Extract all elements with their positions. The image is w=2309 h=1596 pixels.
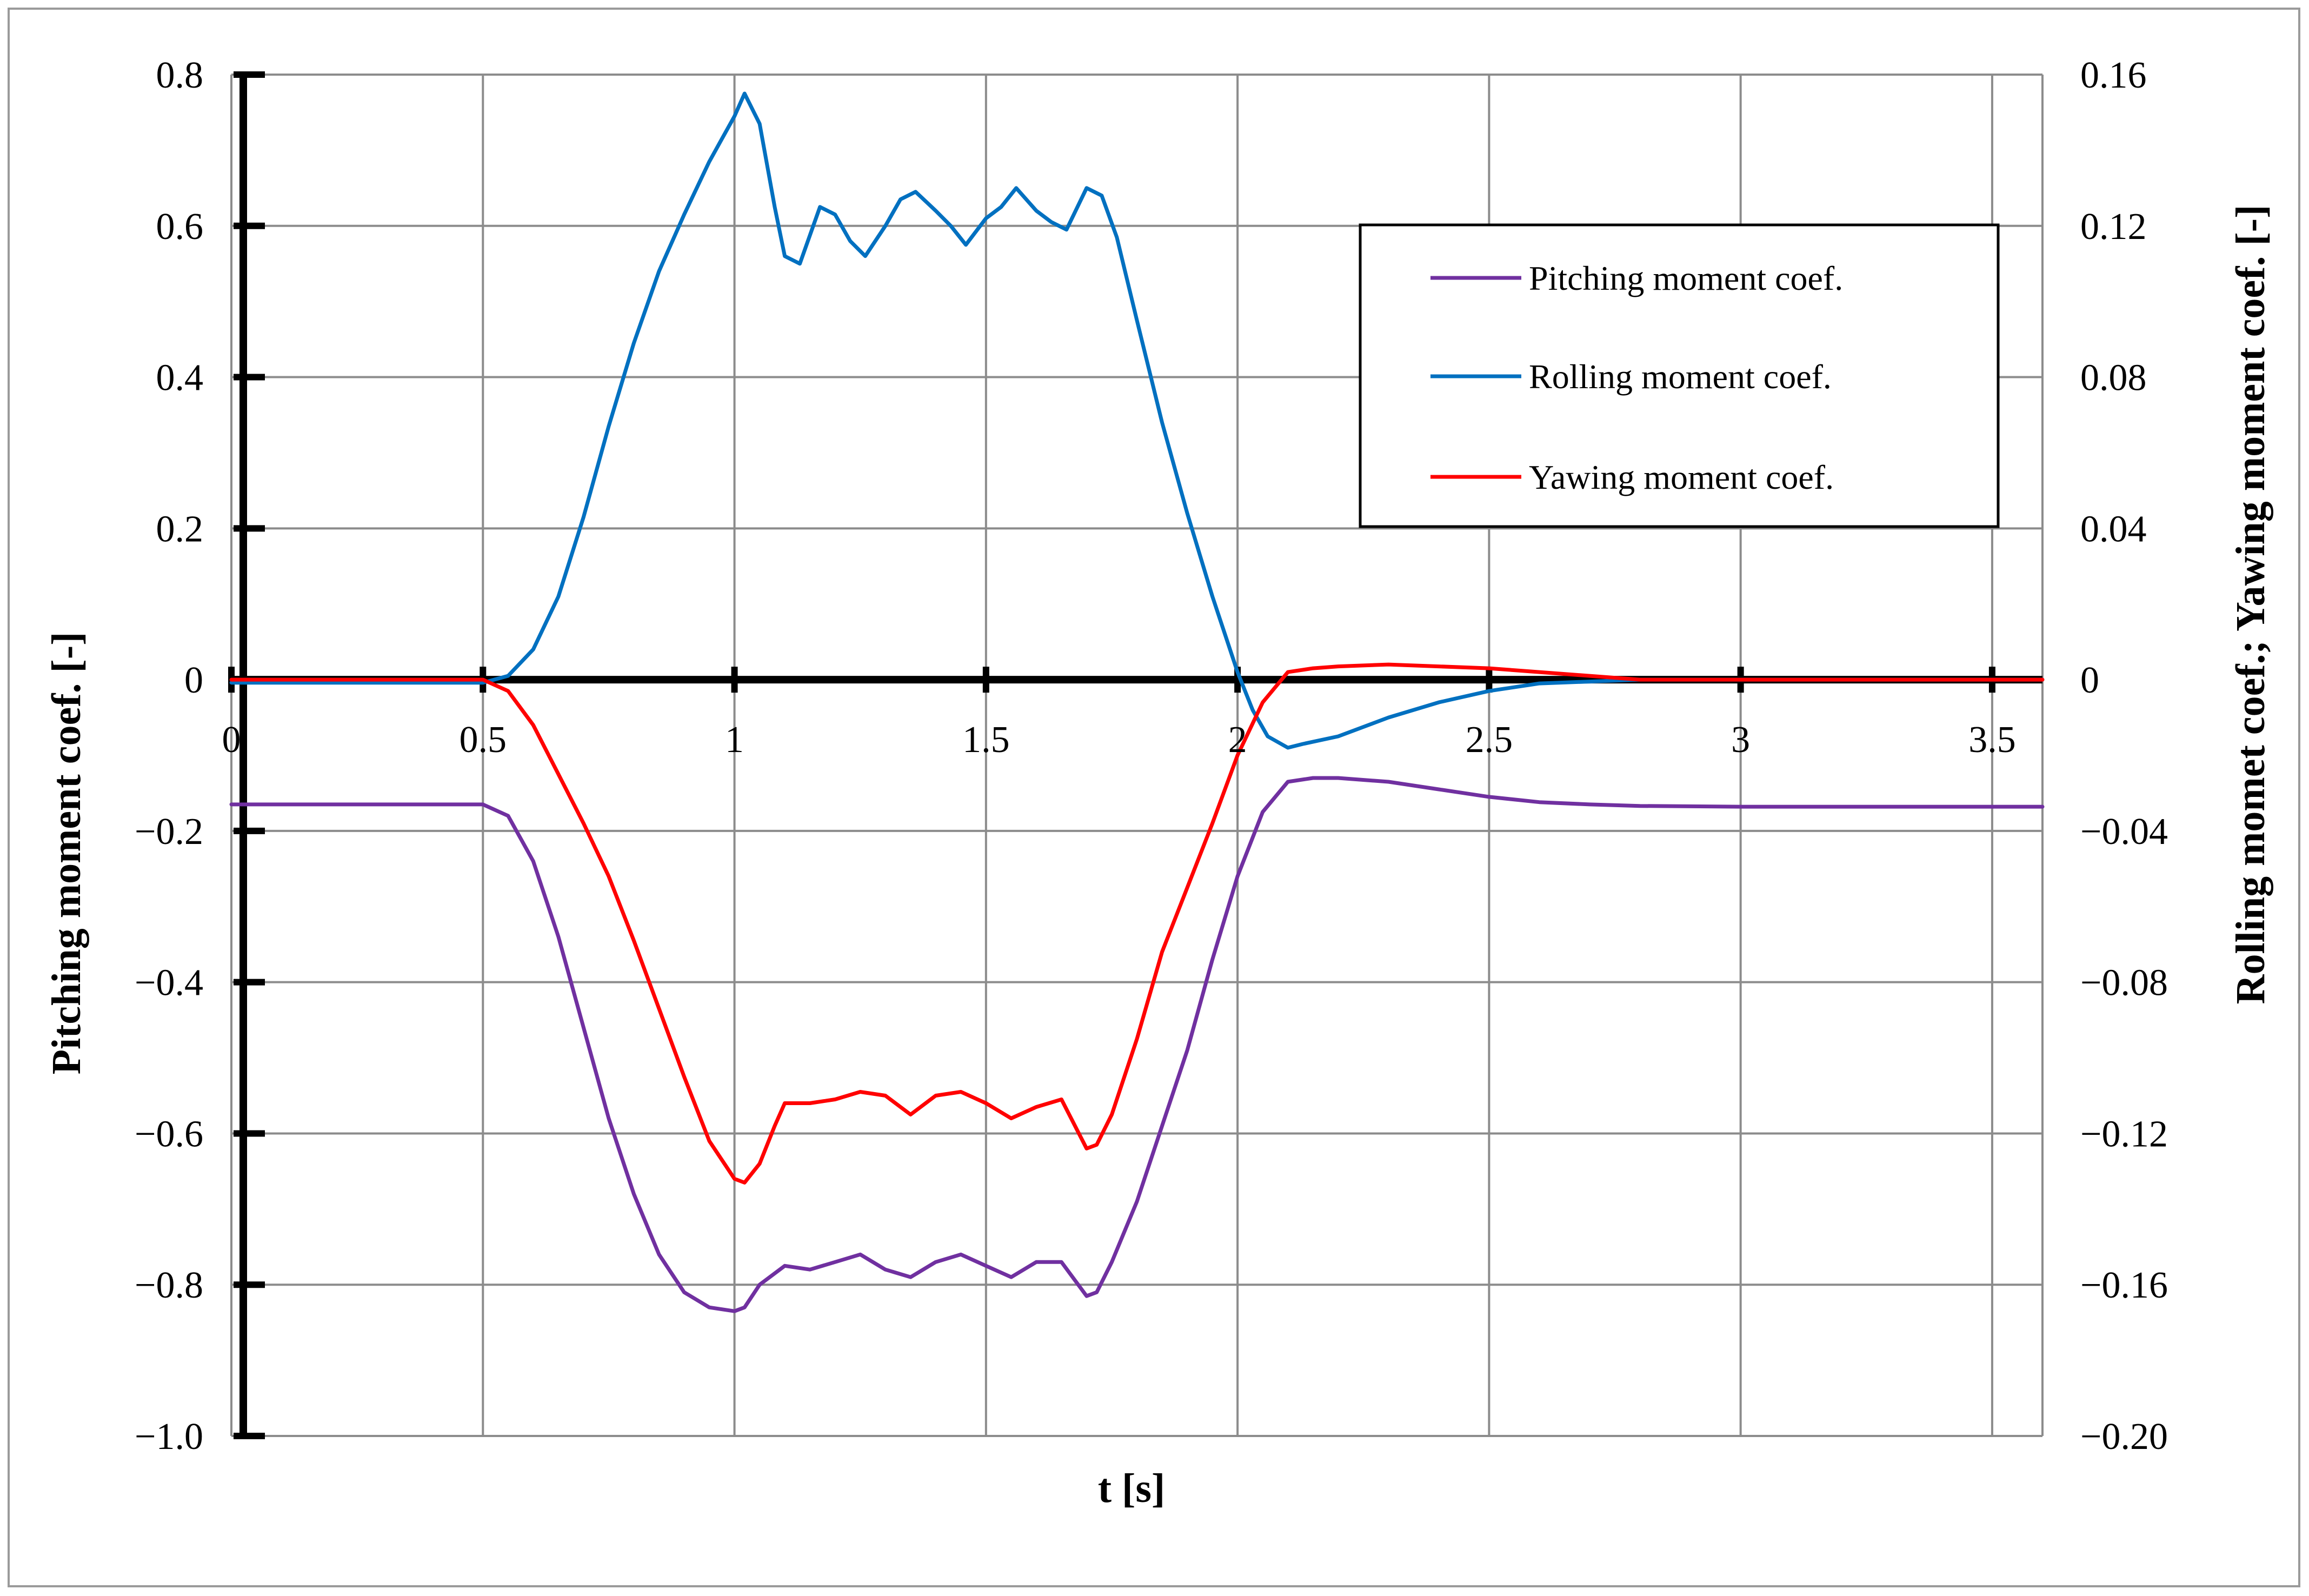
right-y-tick-label: −0.20 [2080,1416,2168,1458]
right-y-tick-label: −0.04 [2080,811,2168,853]
left-y-tick-label: 0.4 [156,357,204,399]
series-line-rolling [229,91,2045,750]
left-y-tick-label: −0.2 [135,811,203,853]
left-y-tick-label: −0.4 [135,962,203,1004]
right-y-tick-label: −0.16 [2080,1265,2168,1306]
legend: Pitching moment coef. Rolling moment coe… [1359,223,2000,528]
legend-item-yawing: Yawing moment coef. [1430,458,1834,496]
legend-label-rolling: Rolling moment coef. [1529,357,1832,396]
x-tick-label: 3.5 [1968,719,2016,761]
legend-label-yawing: Yawing moment coef. [1529,458,1834,496]
tick-labels: 0.8 0.6 0.4 0.2 0 −0.2 −0.4 −0.6 −0.8 −1.0 0.16 0.1… [135,55,2168,1458]
data-series [229,91,2045,1313]
left-y-tick-label: 0.6 [156,206,204,248]
series-line-yawing [229,662,2045,1185]
x-tick-label: 1 [725,719,744,761]
series-line-pitching [229,776,2045,1313]
left-y-tick-label: 0.2 [156,508,204,550]
moment-coefficient-chart: 0.8 0.6 0.4 0.2 0 −0.2 −0.4 −0.6 −0.8 −1.0 0.16 0.1… [44,55,2273,1511]
legend-item-pitching: Pitching moment coef. [1430,259,1843,297]
left-y-tick-label: −0.8 [135,1265,203,1306]
right-y-tick-label: −0.08 [2080,962,2168,1004]
x-tick-label: 2 [1228,719,1247,761]
x-tick-label: 1.5 [962,719,1010,761]
right-y-tick-label: −0.12 [2080,1113,2168,1155]
left-y-tick-label: 0.8 [156,55,204,96]
legend-label-pitching: Pitching moment coef. [1529,259,1843,297]
right-y-tick-label: 0.04 [2080,508,2147,550]
grid-lines [230,74,2044,1437]
chart-frame: 0.8 0.6 0.4 0.2 0 −0.2 −0.4 −0.6 −0.8 −1.0 0.16 0.1… [8,8,2300,1587]
left-y-tick-label: 0 [184,660,203,701]
x-tick-label: 3 [1731,719,1750,761]
right-y-tick-label: 0 [2080,660,2099,701]
x-tick-label: 0.5 [460,719,507,761]
left-y-tick-label: −1.0 [135,1416,203,1458]
right-y-tick-label: 0.12 [2080,206,2147,248]
right-y-tick-label: 0.16 [2080,55,2147,96]
right-y-tick-label: 0.08 [2080,357,2147,399]
left-y-tick-label: −0.6 [135,1113,203,1155]
legend-item-rolling: Rolling moment coef. [1430,357,1832,396]
right-y-axis-title: Rolling momet coef.; Yawing moment coef.… [2228,205,2273,1005]
x-tick-label: 0 [222,719,241,761]
x-tick-label: 2.5 [1466,719,1513,761]
left-y-axis-title: Pitching moment coef. [-] [44,632,89,1075]
x-axis-title: t [s] [1098,1466,1166,1511]
